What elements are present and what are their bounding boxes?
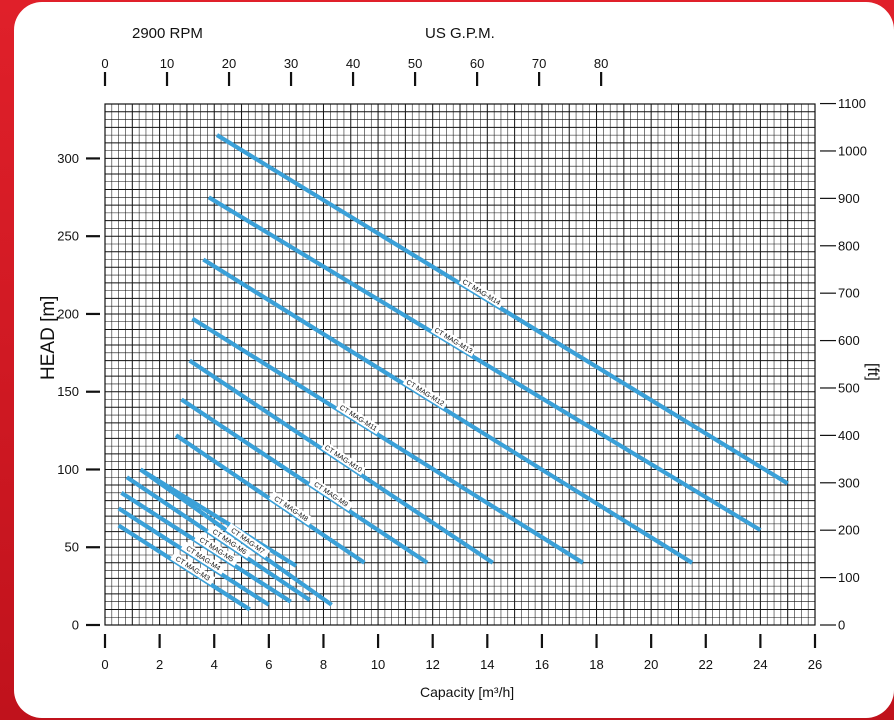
x-tick-label: 12 <box>425 657 439 672</box>
right-tick-label: 1000 <box>838 143 867 158</box>
x-tick-label: 26 <box>808 657 822 672</box>
top-tick-label: 80 <box>594 56 608 71</box>
y-tick-label: 0 <box>72 618 79 633</box>
x-tick-label: 0 <box>101 657 108 672</box>
rpm-label: 2900 RPM <box>132 25 203 42</box>
x-tick-label: 6 <box>265 657 272 672</box>
y-tick-label: 150 <box>57 384 79 399</box>
right-tick-label: 600 <box>838 333 860 348</box>
top-axis-title: US G.P.M. <box>425 25 495 42</box>
right-axis-title: [ft] <box>864 363 881 381</box>
y-tick-label: 100 <box>57 462 79 477</box>
x-tick-label: 2 <box>156 657 163 672</box>
top-tick-label: 10 <box>160 56 174 71</box>
y-axis-title: HEAD [m] <box>38 296 59 380</box>
x-tick-label: 8 <box>320 657 327 672</box>
x-tick-label: 18 <box>589 657 603 672</box>
y-tick-label: 300 <box>57 151 79 166</box>
x-tick-label: 24 <box>753 657 767 672</box>
x-tick-label: 10 <box>371 657 385 672</box>
x-tick-label: 22 <box>699 657 713 672</box>
right-tick-label: 300 <box>838 475 860 490</box>
top-tick-label: 20 <box>222 56 236 71</box>
y-tick-label: 200 <box>57 306 79 321</box>
top-tick-label: 50 <box>408 56 422 71</box>
x-tick-label: 16 <box>535 657 549 672</box>
right-tick-label: 1100 <box>838 96 866 111</box>
top-tick-label: 70 <box>532 56 546 71</box>
right-tick-label: 200 <box>838 523 860 538</box>
x-axis-title: Capacity [m³/h] <box>420 684 514 700</box>
right-tick-label: 100 <box>838 570 860 585</box>
x-tick-label: 4 <box>211 657 218 672</box>
x-tick-label: 20 <box>644 657 658 672</box>
top-tick-label: 30 <box>284 56 298 71</box>
top-tick-label: 0 <box>101 56 108 71</box>
y-tick-label: 50 <box>65 540 79 555</box>
right-tick-label: 500 <box>838 380 860 395</box>
top-tick-label: 60 <box>470 56 484 71</box>
x-tick-label: 14 <box>480 657 494 672</box>
right-tick-label: 0 <box>838 618 845 633</box>
top-tick-label: 40 <box>346 56 360 71</box>
right-tick-label: 800 <box>838 238 860 253</box>
right-tick-label: 400 <box>838 428 860 443</box>
right-tick-label: 900 <box>838 191 860 206</box>
y-tick-label: 250 <box>57 229 79 244</box>
right-tick-label: 700 <box>838 286 860 301</box>
